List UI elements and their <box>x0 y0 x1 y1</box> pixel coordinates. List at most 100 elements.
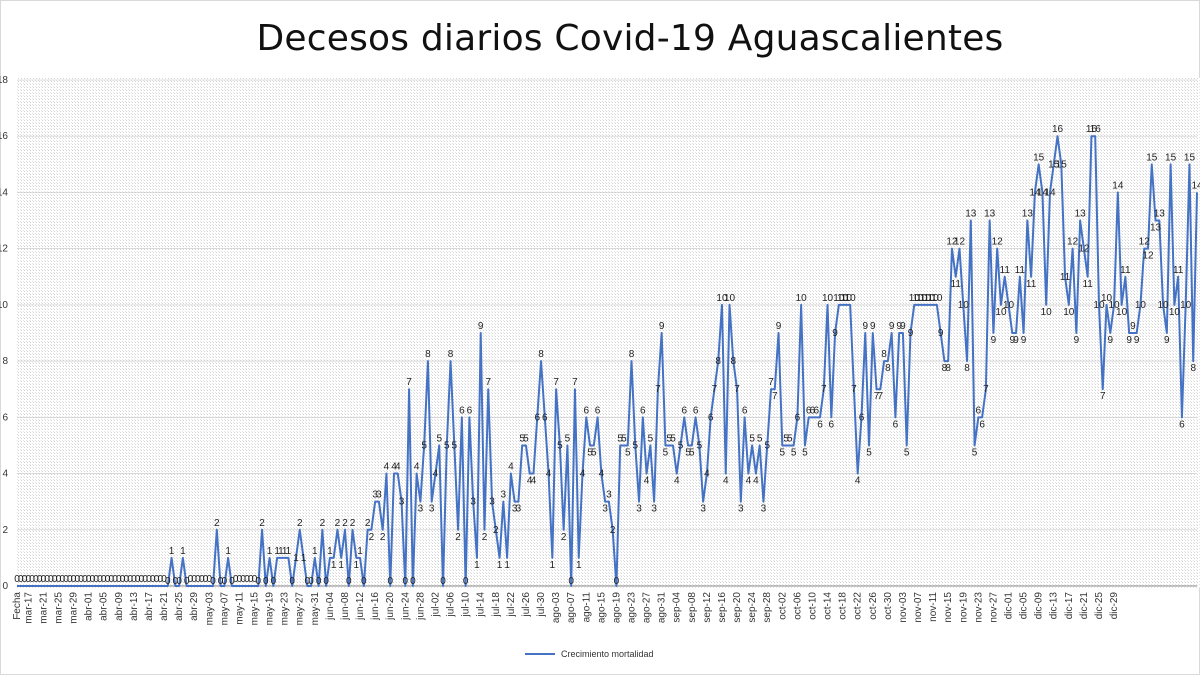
data-label: 5 <box>904 447 910 458</box>
data-label: 0 <box>184 576 190 587</box>
data-label: 5 <box>670 433 676 444</box>
y-tick-label: 12 <box>0 244 8 255</box>
data-label: 5 <box>557 440 563 451</box>
data-label: 7 <box>406 377 412 388</box>
data-label: 0 <box>176 576 182 587</box>
data-label: 0 <box>173 576 179 587</box>
data-label: 5 <box>791 447 797 458</box>
data-label: 2 <box>335 518 341 529</box>
data-label: 0 <box>463 576 469 587</box>
x-tick-label: jun-16 <box>370 592 381 621</box>
data-label: 8 <box>942 363 948 374</box>
data-label: 8 <box>881 349 887 360</box>
data-label: 9 <box>870 321 876 332</box>
x-tick-label: jul-06 <box>446 592 457 618</box>
data-label: 4 <box>753 476 759 487</box>
data-label: 0 <box>52 574 58 585</box>
data-label: 6 <box>806 405 812 416</box>
data-label: 16 <box>1086 124 1098 135</box>
data-label: 12 <box>954 237 966 248</box>
data-label: 2 <box>214 518 220 529</box>
data-label: 0 <box>112 574 118 585</box>
data-label: 10 <box>833 293 845 304</box>
data-label: 1 <box>267 546 273 557</box>
legend: Crecimiento mortalidad <box>525 647 654 661</box>
data-label: 6 <box>534 412 540 423</box>
data-label: 12 <box>1067 237 1079 248</box>
data-label: 0 <box>191 574 197 585</box>
data-label: 0 <box>75 574 81 585</box>
data-label: 3 <box>700 504 706 515</box>
data-label: 11 <box>1015 265 1026 276</box>
data-label: 13 <box>965 209 977 220</box>
x-tick-label: dic-13 <box>1049 592 1060 620</box>
data-label: 0 <box>37 574 43 585</box>
x-tick-label: jul-14 <box>476 592 487 618</box>
data-label: 10 <box>724 293 736 304</box>
x-tick-label: ago-03 <box>551 592 562 624</box>
data-label: 11 <box>1120 265 1131 276</box>
data-label: 8 <box>731 356 737 367</box>
data-label: 5 <box>617 433 623 444</box>
data-label: 1 <box>357 546 363 557</box>
data-label: 5 <box>689 447 695 458</box>
data-label: 7 <box>553 377 559 388</box>
data-label: 0 <box>97 574 103 585</box>
data-label: 0 <box>614 576 620 587</box>
data-label: 9 <box>1134 335 1140 346</box>
y-tick-label: 0 <box>2 581 8 592</box>
data-label: 1 <box>331 560 337 571</box>
data-label: 2 <box>610 525 616 536</box>
y-tick-label: 8 <box>2 356 8 367</box>
data-label: 15 <box>1056 159 1068 170</box>
data-label: 0 <box>154 574 160 585</box>
data-label: 0 <box>206 574 212 585</box>
data-label: 10 <box>822 293 834 304</box>
data-label: 1 <box>225 546 231 557</box>
data-label: 0 <box>361 576 367 587</box>
data-label: 0 <box>271 576 277 587</box>
x-tick-label: may-11 <box>234 592 245 625</box>
x-tick-label: nov-19 <box>958 592 969 623</box>
data-label: 12 <box>1078 244 1090 255</box>
data-label: 5 <box>678 440 684 451</box>
x-tick-label: nov-27 <box>988 592 999 623</box>
data-label: 0 <box>157 574 163 585</box>
data-label: 10 <box>837 293 849 304</box>
x-tick-label: may-23 <box>280 592 291 626</box>
x-tick-label: abr-13 <box>129 592 140 621</box>
data-label: 11 <box>1000 265 1011 276</box>
data-label: 5 <box>444 440 450 451</box>
y-tick-label: 18 <box>0 75 8 86</box>
x-tick-label: sep-28 <box>762 592 773 623</box>
data-label: 2 <box>297 518 303 529</box>
data-label: 0 <box>33 574 39 585</box>
data-label: 0 <box>108 574 114 585</box>
data-label: 6 <box>976 405 982 416</box>
data-label: 10 <box>909 293 921 304</box>
data-label: 4 <box>746 476 752 487</box>
x-tick-label: oct-06 <box>792 592 803 620</box>
x-tick-label: oct-10 <box>807 592 818 620</box>
data-label: 15 <box>1165 152 1177 163</box>
data-label: 3 <box>399 497 405 508</box>
x-tick-label: may-19 <box>265 592 276 626</box>
data-label: 5 <box>972 447 978 458</box>
data-label: 0 <box>440 576 446 587</box>
data-label: 0 <box>255 576 261 587</box>
x-tick-label: dic-17 <box>1064 592 1075 620</box>
data-label: 6 <box>742 405 748 416</box>
data-label: 8 <box>629 349 635 360</box>
data-label: 2 <box>350 518 356 529</box>
data-label: 2 <box>365 518 371 529</box>
x-tick-label: abr-17 <box>144 592 155 621</box>
x-tick-label: oct-30 <box>883 592 894 620</box>
data-label: 0 <box>29 574 35 585</box>
data-label: 9 <box>1126 335 1132 346</box>
data-label: 3 <box>418 504 424 515</box>
data-label: 6 <box>810 405 816 416</box>
data-label: 0 <box>67 574 73 585</box>
data-label: 0 <box>48 574 54 585</box>
data-label: 7 <box>874 391 880 402</box>
